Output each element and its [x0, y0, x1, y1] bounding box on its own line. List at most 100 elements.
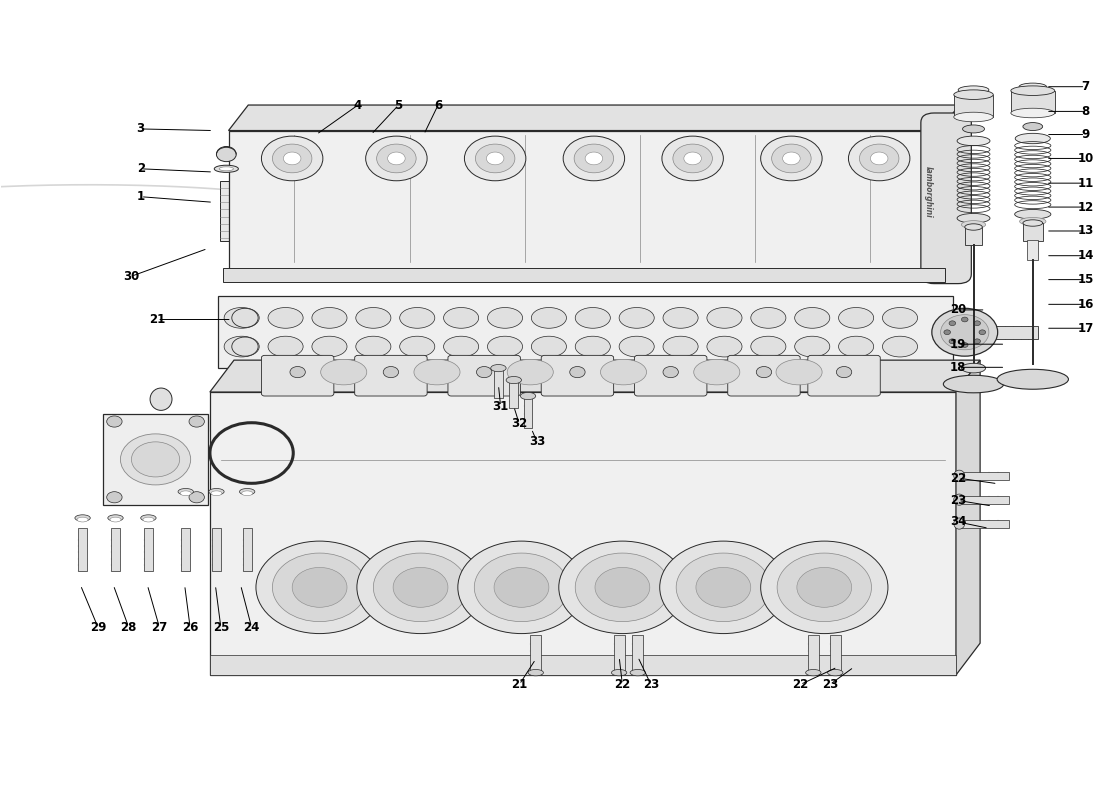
Ellipse shape: [110, 517, 121, 522]
Circle shape: [777, 553, 871, 622]
Text: 18: 18: [950, 361, 967, 374]
Text: 4: 4: [354, 98, 362, 111]
Text: 10: 10: [1077, 152, 1093, 165]
Polygon shape: [956, 360, 980, 675]
Bar: [807, 635, 818, 675]
Circle shape: [120, 434, 190, 485]
Ellipse shape: [1014, 210, 1050, 219]
Circle shape: [131, 442, 179, 477]
Circle shape: [383, 366, 398, 378]
Ellipse shape: [958, 86, 989, 94]
Bar: [78, 527, 87, 571]
Text: 23: 23: [642, 678, 659, 691]
Circle shape: [940, 314, 989, 350]
Ellipse shape: [217, 147, 236, 162]
Circle shape: [949, 321, 956, 326]
Text: 21: 21: [150, 313, 165, 326]
Circle shape: [387, 152, 405, 165]
Ellipse shape: [954, 112, 993, 122]
FancyBboxPatch shape: [807, 355, 880, 396]
Text: 8: 8: [1081, 105, 1090, 118]
Ellipse shape: [954, 518, 965, 529]
Text: 23: 23: [950, 494, 966, 507]
Text: 22: 22: [950, 472, 966, 485]
Ellipse shape: [601, 359, 647, 385]
Ellipse shape: [1020, 218, 1046, 226]
Text: 26: 26: [182, 621, 198, 634]
Bar: [524, 396, 532, 428]
Ellipse shape: [414, 359, 460, 385]
Circle shape: [761, 136, 822, 181]
Ellipse shape: [531, 336, 566, 357]
Ellipse shape: [211, 491, 222, 496]
Ellipse shape: [776, 359, 822, 385]
Ellipse shape: [882, 336, 917, 357]
Circle shape: [574, 144, 614, 173]
Circle shape: [974, 321, 980, 326]
Circle shape: [761, 541, 888, 634]
Text: 3: 3: [136, 122, 145, 135]
Text: lamborghini: lamborghini: [924, 166, 933, 218]
Circle shape: [563, 136, 625, 181]
Bar: [144, 527, 153, 571]
Bar: [994, 326, 1038, 338]
Ellipse shape: [214, 166, 239, 172]
Circle shape: [376, 144, 416, 173]
Ellipse shape: [399, 336, 435, 357]
Polygon shape: [229, 105, 959, 130]
Circle shape: [757, 366, 771, 378]
Text: 29: 29: [90, 621, 106, 634]
Circle shape: [284, 152, 301, 165]
Text: 17: 17: [1077, 322, 1093, 334]
Ellipse shape: [180, 491, 191, 496]
Circle shape: [273, 144, 312, 173]
Circle shape: [464, 136, 526, 181]
Ellipse shape: [751, 307, 785, 328]
Circle shape: [961, 317, 968, 322]
Ellipse shape: [944, 375, 1003, 393]
Bar: [509, 380, 518, 408]
Text: 28: 28: [121, 621, 136, 634]
Circle shape: [256, 541, 383, 634]
Circle shape: [373, 553, 468, 622]
Ellipse shape: [268, 307, 304, 328]
Text: 12: 12: [1077, 201, 1093, 214]
Ellipse shape: [224, 307, 260, 328]
Ellipse shape: [954, 470, 965, 482]
Circle shape: [848, 136, 910, 181]
Circle shape: [660, 541, 786, 634]
Ellipse shape: [575, 307, 611, 328]
Text: 15: 15: [1077, 273, 1093, 286]
Ellipse shape: [962, 125, 984, 133]
Circle shape: [696, 567, 751, 607]
Ellipse shape: [630, 670, 646, 676]
Circle shape: [585, 152, 603, 165]
Text: 16: 16: [1077, 298, 1093, 311]
Circle shape: [365, 136, 427, 181]
Ellipse shape: [178, 489, 194, 495]
Circle shape: [290, 366, 306, 378]
Ellipse shape: [150, 388, 172, 410]
Ellipse shape: [694, 359, 740, 385]
Ellipse shape: [1011, 86, 1055, 95]
Circle shape: [262, 136, 323, 181]
Circle shape: [107, 416, 122, 427]
Bar: [959, 472, 1009, 480]
Text: 23: 23: [822, 678, 838, 691]
Circle shape: [974, 339, 980, 344]
Circle shape: [107, 492, 122, 503]
Ellipse shape: [827, 670, 843, 676]
Bar: [494, 368, 503, 398]
Ellipse shape: [312, 336, 346, 357]
Ellipse shape: [443, 307, 478, 328]
Polygon shape: [210, 392, 956, 675]
Bar: [243, 527, 252, 571]
FancyBboxPatch shape: [635, 355, 707, 396]
Circle shape: [356, 541, 484, 634]
Circle shape: [836, 366, 851, 378]
Ellipse shape: [487, 336, 522, 357]
Ellipse shape: [443, 336, 478, 357]
Ellipse shape: [141, 515, 156, 521]
Bar: [1011, 90, 1055, 113]
Ellipse shape: [619, 336, 654, 357]
